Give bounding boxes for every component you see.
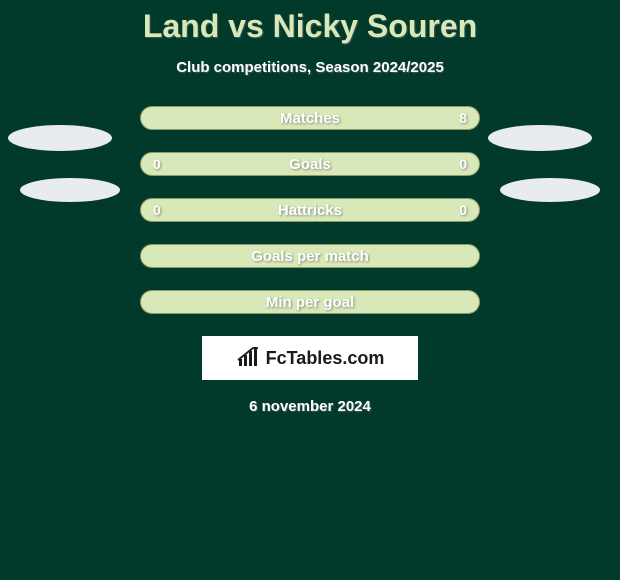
logo-box: FcTables.com (202, 336, 418, 380)
stat-bar-min-per-goal: Min per goal (140, 290, 480, 314)
infographic-container: Land vs Nicky Souren Club competitions, … (0, 0, 620, 580)
chart-icon (236, 347, 262, 369)
subtitle: Club competitions, Season 2024/2025 (0, 59, 620, 76)
stats-bars: Matches 8 0 Goals 0 0 Hattricks 0 Goals … (140, 106, 480, 314)
stat-label: Hattricks (278, 202, 342, 219)
decor-ellipse (8, 125, 112, 151)
stat-right-value: 0 (459, 202, 467, 218)
stat-label: Goals per match (251, 248, 369, 265)
stat-right-value: 0 (459, 156, 467, 172)
date-text: 6 november 2024 (0, 398, 620, 415)
logo-text: FcTables.com (266, 348, 385, 369)
stat-label: Goals (289, 156, 331, 173)
stat-bar-hattricks: 0 Hattricks 0 (140, 198, 480, 222)
stat-bar-goals: 0 Goals 0 (140, 152, 480, 176)
stat-right-value: 8 (459, 110, 467, 126)
page-title: Land vs Nicky Souren (0, 0, 620, 45)
stat-left-value: 0 (153, 202, 161, 218)
stat-label: Matches (280, 110, 340, 127)
stat-bar-matches: Matches 8 (140, 106, 480, 130)
decor-ellipse (20, 178, 120, 202)
decor-ellipse (500, 178, 600, 202)
decor-ellipse (488, 125, 592, 151)
stat-label: Min per goal (266, 294, 354, 311)
stat-left-value: 0 (153, 156, 161, 172)
stat-bar-goals-per-match: Goals per match (140, 244, 480, 268)
